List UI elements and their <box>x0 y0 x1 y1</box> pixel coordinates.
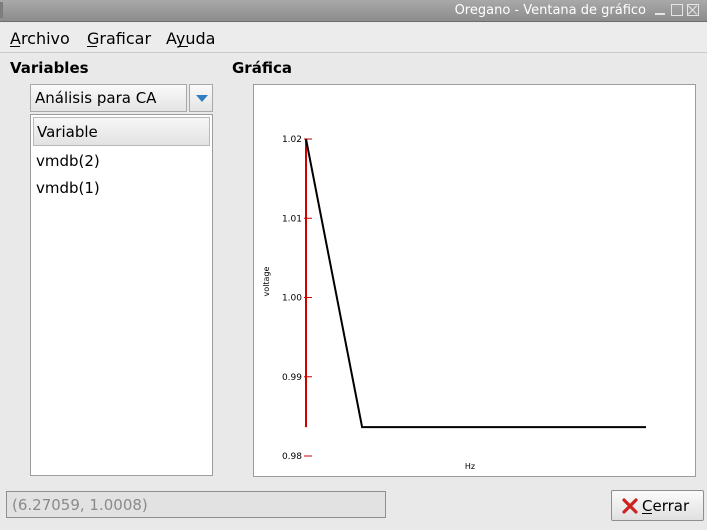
list-item[interactable]: vmdb(2) <box>36 152 100 170</box>
variable-column-header[interactable]: Variable <box>33 117 210 146</box>
mnemonic-underline <box>642 513 652 514</box>
y-tick-label: 0.98 <box>282 452 302 462</box>
minimize-icon[interactable] <box>654 4 666 16</box>
x-axis-label: Hz <box>465 462 475 471</box>
y-tick-label: 1.00 <box>282 294 302 304</box>
menu-graficar-label: Graficar <box>87 29 152 48</box>
close-icon <box>622 498 638 514</box>
menu-graficar[interactable]: Graficar <box>87 29 151 48</box>
analysis-type-select[interactable]: Análisis para CA <box>30 84 187 112</box>
variable-list[interactable]: Variable vmdb(2) vmdb(1) <box>30 114 213 476</box>
window-title: Oregano - Ventana de gráfico <box>454 3 646 18</box>
list-item[interactable]: vmdb(1) <box>36 179 100 197</box>
variables-heading: Variables <box>10 59 89 77</box>
mnemonic-underline <box>10 46 20 47</box>
menu-ayuda[interactable]: Ayuda <box>166 29 215 48</box>
close-label-text: Cerrar <box>642 497 690 515</box>
menu-archivo[interactable]: Archivo <box>10 29 70 48</box>
cursor-coordinates-field: (6.27059, 1.0008) <box>6 491 386 518</box>
chart-svg[interactable]: 1.02 1.01 1.00 0.99 0.98 voltage Hz <box>254 85 697 478</box>
titlebar-edge <box>0 2 3 18</box>
y-tick-label: 1.01 <box>282 214 302 224</box>
series-line <box>305 138 646 429</box>
plot-area[interactable]: 1.02 1.01 1.00 0.99 0.98 voltage Hz <box>253 84 696 477</box>
window-titlebar: Oregano - Ventana de gráfico <box>0 0 707 22</box>
menubar: Archivo Graficar Ayuda <box>0 23 707 53</box>
window-close-icon[interactable] <box>687 4 699 16</box>
y-tick-label: 1.02 <box>282 135 302 145</box>
mnemonic-underline <box>178 46 188 47</box>
grafica-heading: Gráfica <box>232 59 292 77</box>
y-axis-label: voltage <box>262 266 271 296</box>
y-tick-label: 0.99 <box>282 373 302 383</box>
menu-archivo-label: Archivo <box>10 29 70 48</box>
maximize-icon[interactable] <box>671 4 683 16</box>
close-button-label: Cerrar <box>642 497 689 515</box>
mnemonic-underline <box>87 46 97 47</box>
close-button[interactable]: Cerrar <box>611 490 704 521</box>
menu-ayuda-label: Ayuda <box>166 29 216 48</box>
chevron-down-icon[interactable] <box>189 84 213 112</box>
